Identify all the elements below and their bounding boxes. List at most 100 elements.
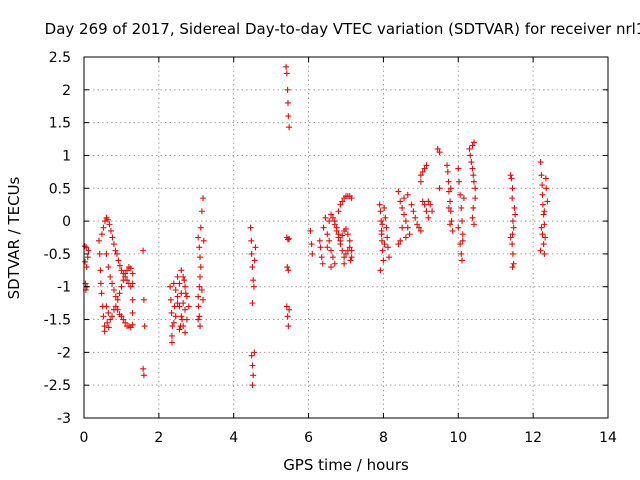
data-point — [343, 250, 349, 257]
data-point — [84, 254, 91, 261]
y-tick-label: -2.5 — [44, 378, 71, 394]
data-point — [460, 195, 467, 202]
y-tick-label: 1.5 — [49, 116, 71, 132]
data-point — [538, 172, 545, 179]
data-point — [250, 372, 257, 379]
data-point — [284, 86, 291, 93]
data-point — [329, 254, 336, 261]
data-point — [335, 208, 342, 215]
data-point — [457, 191, 464, 198]
data-point — [115, 257, 122, 264]
data-point — [544, 198, 551, 205]
y-tick-label: 1 — [62, 148, 71, 164]
data-point — [104, 216, 111, 223]
data-point — [444, 168, 451, 175]
data-point — [176, 326, 183, 333]
data-point — [195, 234, 202, 241]
data-point — [538, 224, 545, 231]
data-point — [251, 349, 258, 356]
data-point — [122, 319, 129, 326]
data-point — [339, 198, 346, 205]
data-point — [105, 264, 112, 271]
data-point — [118, 267, 125, 274]
data-point — [542, 175, 549, 182]
data-point — [395, 241, 402, 248]
data-point — [180, 273, 187, 280]
data-point — [509, 241, 516, 248]
data-point — [429, 208, 436, 215]
data-point — [472, 195, 479, 202]
data-point — [286, 124, 293, 131]
data-point — [105, 309, 112, 316]
data-point — [421, 201, 428, 208]
data-point — [112, 247, 119, 254]
data-point — [539, 181, 546, 188]
data-point — [247, 224, 254, 231]
data-point — [177, 323, 184, 330]
data-point — [96, 250, 103, 257]
data-point — [252, 244, 259, 251]
data-point — [417, 172, 424, 179]
data-point — [470, 204, 477, 211]
data-point — [170, 319, 177, 326]
data-point — [445, 188, 452, 195]
data-point — [103, 303, 110, 310]
data-point — [381, 241, 388, 248]
data-point — [168, 332, 175, 339]
data-point — [507, 234, 514, 241]
data-point — [459, 218, 466, 225]
x-tick-label: 8 — [379, 430, 388, 446]
data-point — [509, 218, 516, 225]
data-point — [167, 296, 174, 303]
data-point — [507, 172, 514, 179]
data-point — [539, 231, 546, 238]
data-point — [140, 247, 147, 254]
data-point — [382, 214, 389, 221]
data-point — [200, 237, 207, 244]
data-point — [448, 218, 455, 225]
data-point — [97, 267, 104, 274]
data-point — [384, 244, 391, 251]
data-point — [509, 195, 516, 202]
y-tick-label: -0.5 — [44, 247, 71, 263]
data-point — [447, 185, 454, 192]
data-point — [286, 306, 293, 313]
y-tick-label: -3 — [57, 411, 71, 427]
data-point — [541, 221, 548, 228]
data-point — [185, 303, 192, 310]
data-point — [512, 211, 519, 218]
data-point — [283, 303, 290, 310]
data-point — [284, 313, 291, 320]
data-point — [326, 237, 333, 244]
data-point — [455, 224, 462, 231]
data-point — [182, 290, 189, 297]
x-axis-label: GPS time / hours — [283, 456, 409, 474]
data-point — [427, 201, 434, 208]
data-point — [346, 244, 353, 251]
data-point — [141, 323, 148, 330]
data-point — [284, 264, 291, 271]
data-point — [414, 221, 421, 228]
data-point — [114, 296, 121, 303]
data-point — [459, 237, 466, 244]
data-point — [395, 188, 402, 195]
data-point — [127, 265, 134, 272]
data-point — [347, 257, 354, 264]
data-point — [380, 257, 387, 264]
data-point — [101, 328, 108, 335]
data-point — [468, 159, 475, 166]
data-point — [348, 195, 355, 202]
data-point — [116, 262, 123, 269]
data-point — [124, 267, 131, 274]
data-point — [401, 195, 408, 202]
data-point — [509, 231, 516, 238]
x-tick-label: 12 — [524, 430, 542, 446]
data-point — [404, 191, 411, 198]
data-point — [195, 293, 202, 300]
data-point — [386, 254, 393, 261]
data-point — [106, 221, 113, 228]
data-point — [198, 208, 205, 215]
data-point — [83, 264, 90, 271]
data-point — [248, 250, 255, 257]
